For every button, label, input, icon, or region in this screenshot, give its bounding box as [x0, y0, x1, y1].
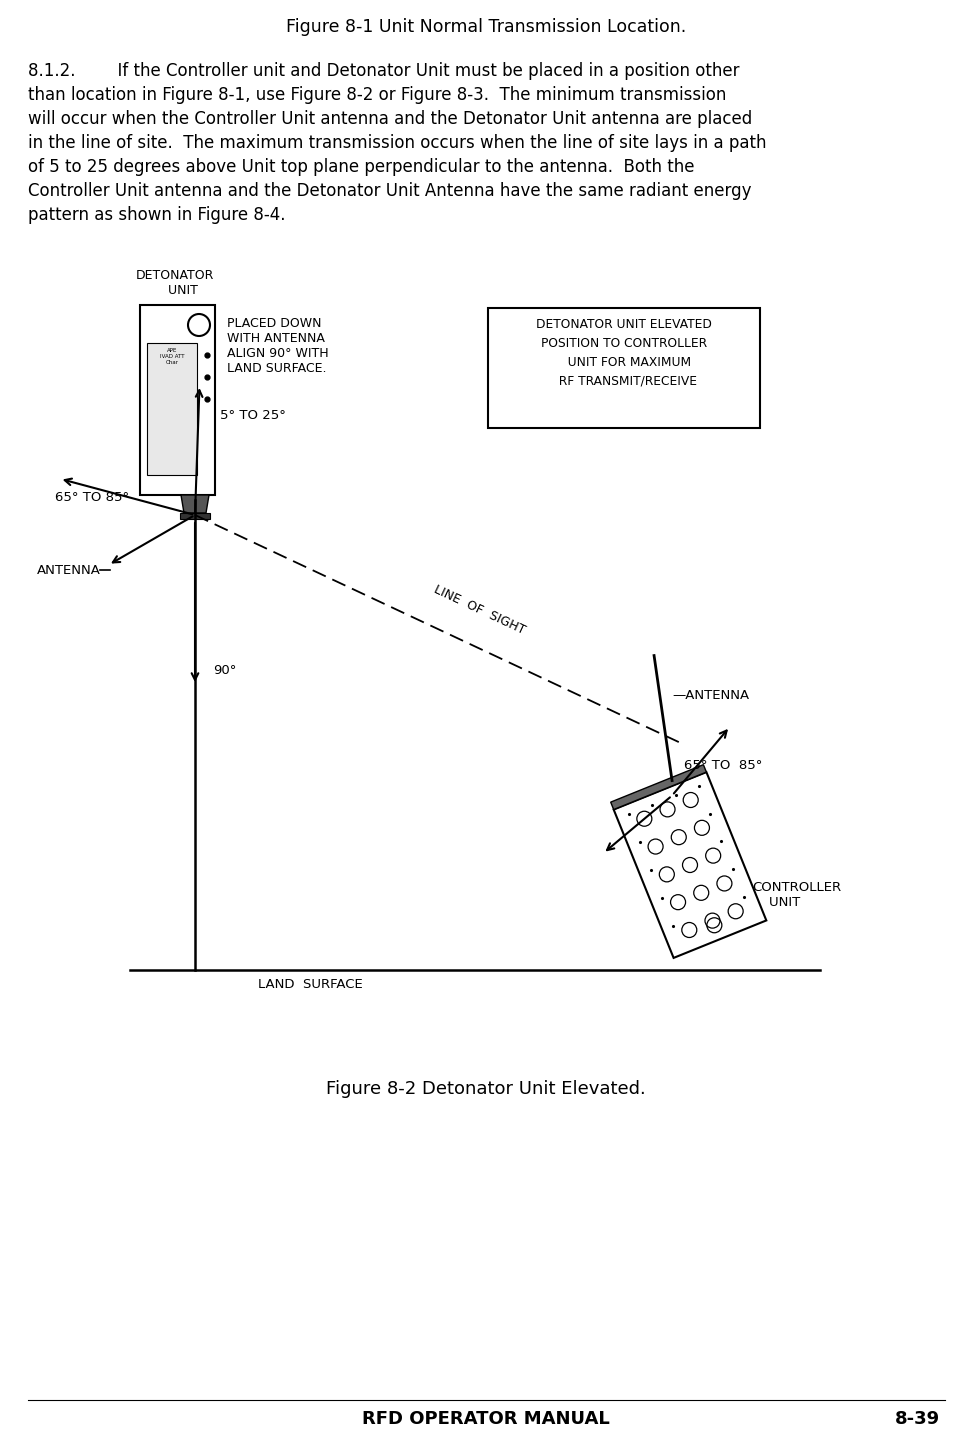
Text: 8-39: 8-39	[895, 1410, 940, 1428]
Bar	[488, 308, 760, 428]
Text: Controller Unit antenna and the Detonator Unit Antenna have the same radiant ene: Controller Unit antenna and the Detonato…	[28, 181, 751, 200]
Text: DETONATOR
    UNIT: DETONATOR UNIT	[136, 269, 214, 297]
Text: RFD OPERATOR MANUAL: RFD OPERATOR MANUAL	[362, 1410, 610, 1428]
Polygon shape	[147, 343, 197, 475]
Text: DETONATOR UNIT ELEVATED
POSITION TO CONTROLLER
   UNIT FOR MAXIMUM
  RF TRANSMIT: DETONATOR UNIT ELEVATED POSITION TO CONT…	[536, 318, 712, 387]
Text: than location in Figure 8-1, use Figure 8-2 or Figure 8-3.  The minimum transmis: than location in Figure 8-1, use Figure …	[28, 86, 727, 104]
Text: LINE  OF  SIGHT: LINE OF SIGHT	[432, 583, 527, 636]
Polygon shape	[140, 305, 215, 495]
Text: will occur when the Controller Unit antenna and the Detonator Unit antenna are p: will occur when the Controller Unit ante…	[28, 109, 752, 128]
Text: CONTROLLER
    UNIT: CONTROLLER UNIT	[752, 881, 841, 909]
Text: 8.1.2.        If the Controller unit and Detonator Unit must be placed in a posi: 8.1.2. If the Controller unit and Detona…	[28, 62, 739, 81]
Text: 90°: 90°	[213, 664, 236, 677]
Polygon shape	[181, 495, 209, 513]
Polygon shape	[611, 765, 706, 809]
Polygon shape	[614, 772, 767, 958]
Text: APE
IVAD ATT
Char: APE IVAD ATT Char	[160, 348, 184, 364]
Text: pattern as shown in Figure 8-4.: pattern as shown in Figure 8-4.	[28, 206, 285, 225]
Text: Figure 8-2 Detonator Unit Elevated.: Figure 8-2 Detonator Unit Elevated.	[326, 1080, 646, 1097]
Text: 65° TO 85°: 65° TO 85°	[54, 491, 128, 504]
Text: Figure 8-1 Unit Normal Transmission Location.: Figure 8-1 Unit Normal Transmission Loca…	[286, 17, 686, 36]
Text: PLACED DOWN
WITH ANTENNA
ALIGN 90° WITH
LAND SURFACE.: PLACED DOWN WITH ANTENNA ALIGN 90° WITH …	[227, 317, 329, 374]
Text: ANTENNA: ANTENNA	[37, 563, 100, 576]
Text: in the line of site.  The maximum transmission occurs when the line of site lays: in the line of site. The maximum transmi…	[28, 134, 767, 153]
Text: LAND  SURFACE: LAND SURFACE	[258, 978, 362, 991]
Text: of 5 to 25 degrees above Unit top plane perpendicular to the antenna.  Both the: of 5 to 25 degrees above Unit top plane …	[28, 158, 695, 176]
Text: 5° TO 25°: 5° TO 25°	[220, 409, 285, 422]
Text: —ANTENNA: —ANTENNA	[672, 690, 749, 703]
Text: 65° TO  85°: 65° TO 85°	[684, 759, 763, 772]
Bar	[180, 513, 210, 518]
